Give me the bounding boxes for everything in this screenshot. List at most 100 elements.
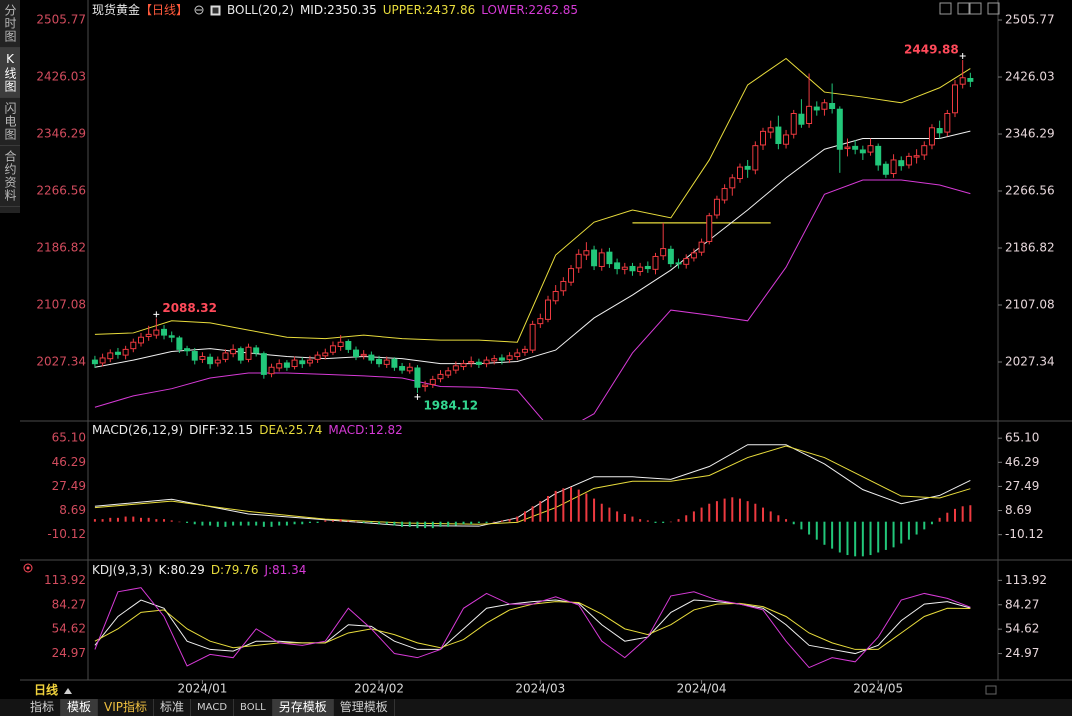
- toolbar-tab[interactable]: MACD: [191, 699, 235, 716]
- candle-body: [928, 127, 935, 146]
- y-tick-label-left: 54.62: [52, 622, 86, 636]
- toolbar-tab[interactable]: 模板: [61, 699, 99, 716]
- y-tick-label-left: 27.49: [52, 479, 86, 493]
- icon-layout[interactable]: [957, 2, 970, 15]
- y-tick-label-right: 54.62: [1005, 622, 1039, 636]
- candle-body: [760, 130, 767, 146]
- macd-bar: [969, 505, 972, 522]
- macd-bar: [116, 517, 119, 522]
- macd-bar: [731, 497, 734, 522]
- y-tick-label-left: 8.69: [59, 503, 86, 517]
- candle-body: [698, 241, 705, 253]
- macd-bar: [370, 521, 373, 523]
- candle-body: [314, 354, 321, 360]
- indicator-icon[interactable]: [210, 5, 221, 16]
- indicator-line: [94, 444, 971, 527]
- y-tick-label-right: 2266.56: [1005, 184, 1055, 198]
- extreme-label: 2449.88: [904, 42, 959, 56]
- y-tick-label-right: 46.29: [1005, 455, 1039, 469]
- window-icons[interactable]: [939, 2, 1000, 15]
- toolbar-tab[interactable]: BOLL: [234, 699, 273, 716]
- legend-entry: MID:2350.35: [299, 3, 377, 17]
- legend-entry: UPPER:2437.86: [382, 3, 476, 17]
- macd-bar: [255, 521, 258, 526]
- period-selector[interactable]: 日线: [34, 683, 59, 697]
- macd-bar: [362, 521, 365, 523]
- legend-entry: LOWER:2262.85: [481, 3, 579, 17]
- extreme-marker: [959, 52, 966, 59]
- macd-bar: [892, 521, 895, 548]
- icon-split[interactable]: [969, 2, 982, 15]
- macd-bar: [662, 521, 665, 523]
- candle-body: [452, 365, 459, 371]
- candle-body: [614, 262, 621, 270]
- toolbar-tab[interactable]: 指标: [24, 699, 62, 716]
- macd-bar: [953, 508, 956, 522]
- macd-bar: [416, 521, 419, 529]
- candle-body: [637, 266, 644, 272]
- candle-body: [460, 363, 467, 368]
- sidebar-tab[interactable]: 合约资料: [0, 146, 20, 207]
- candle-body: [898, 160, 905, 167]
- candle-body: [291, 359, 298, 368]
- scroll-handle[interactable]: [985, 685, 997, 695]
- macd-bar: [308, 521, 311, 523]
- icon-close[interactable]: [987, 2, 1000, 15]
- macd-bar: [331, 520, 334, 522]
- y-tick-label-left: 2505.77: [36, 13, 86, 27]
- x-tick-label: 2024/02: [354, 682, 404, 696]
- toolbar-tab[interactable]: VIP指标: [98, 699, 155, 716]
- collapse-icon[interactable]: [194, 5, 204, 15]
- toolbar-tab[interactable]: 管理模板: [334, 699, 395, 716]
- sidebar-tab[interactable]: 闪电图: [0, 98, 20, 146]
- indicator-line: [94, 587, 971, 669]
- macd-bar: [209, 521, 212, 526]
- macd-bar: [654, 521, 657, 523]
- indicator-icon[interactable]: [23, 563, 33, 573]
- legend-entry: DIFF:32.15: [189, 423, 254, 437]
- sidebar-tab[interactable]: 分时图: [0, 0, 20, 48]
- macd-bar: [930, 521, 933, 525]
- sidebar-tab[interactable]: K线图: [0, 48, 20, 98]
- macd-bar: [854, 521, 857, 557]
- candle-body: [852, 145, 859, 150]
- y-tick-label-right: 2505.77: [1005, 13, 1055, 27]
- macd-bar: [508, 519, 511, 522]
- macd-bar: [639, 519, 642, 522]
- macd-bar: [708, 503, 711, 522]
- candle-body: [875, 145, 882, 166]
- y-tick-label-right: 2027.34: [1005, 355, 1055, 369]
- icon-move[interactable]: [939, 2, 952, 15]
- macd-bar: [454, 521, 457, 526]
- macd-bar: [523, 511, 526, 522]
- candle-body: [783, 134, 790, 145]
- toolbar-tab[interactable]: 标准: [154, 699, 192, 716]
- candle-body: [821, 102, 828, 110]
- macd-bar: [431, 521, 434, 529]
- macd-bar: [846, 521, 849, 556]
- macd-bar: [623, 513, 626, 522]
- toolbar-tab[interactable]: 另存模板: [272, 699, 334, 716]
- candle-body: [337, 341, 344, 348]
- macd-bar: [462, 521, 465, 525]
- macd-bar: [777, 515, 780, 522]
- extreme-marker: [414, 393, 421, 400]
- indicator-icon-dot: [26, 566, 30, 570]
- y-tick-label-left: 84.27: [52, 597, 86, 611]
- candle-body: [514, 352, 521, 358]
- y-tick-label-left: -10.12: [47, 527, 86, 541]
- candle-body: [107, 352, 114, 360]
- y-tick-label-right: 65.10: [1005, 431, 1039, 445]
- macd-bar: [408, 521, 411, 527]
- macd-bar: [155, 519, 158, 522]
- period-arrow[interactable]: [64, 688, 72, 694]
- macd-bar: [93, 519, 96, 522]
- candle-body: [260, 353, 267, 375]
- candle-body: [598, 252, 605, 267]
- candle-body: [859, 149, 866, 154]
- macd-bar: [831, 521, 834, 549]
- candle-body: [644, 265, 651, 270]
- candle-body: [199, 356, 206, 360]
- y-tick-label-right: -10.12: [1005, 527, 1044, 541]
